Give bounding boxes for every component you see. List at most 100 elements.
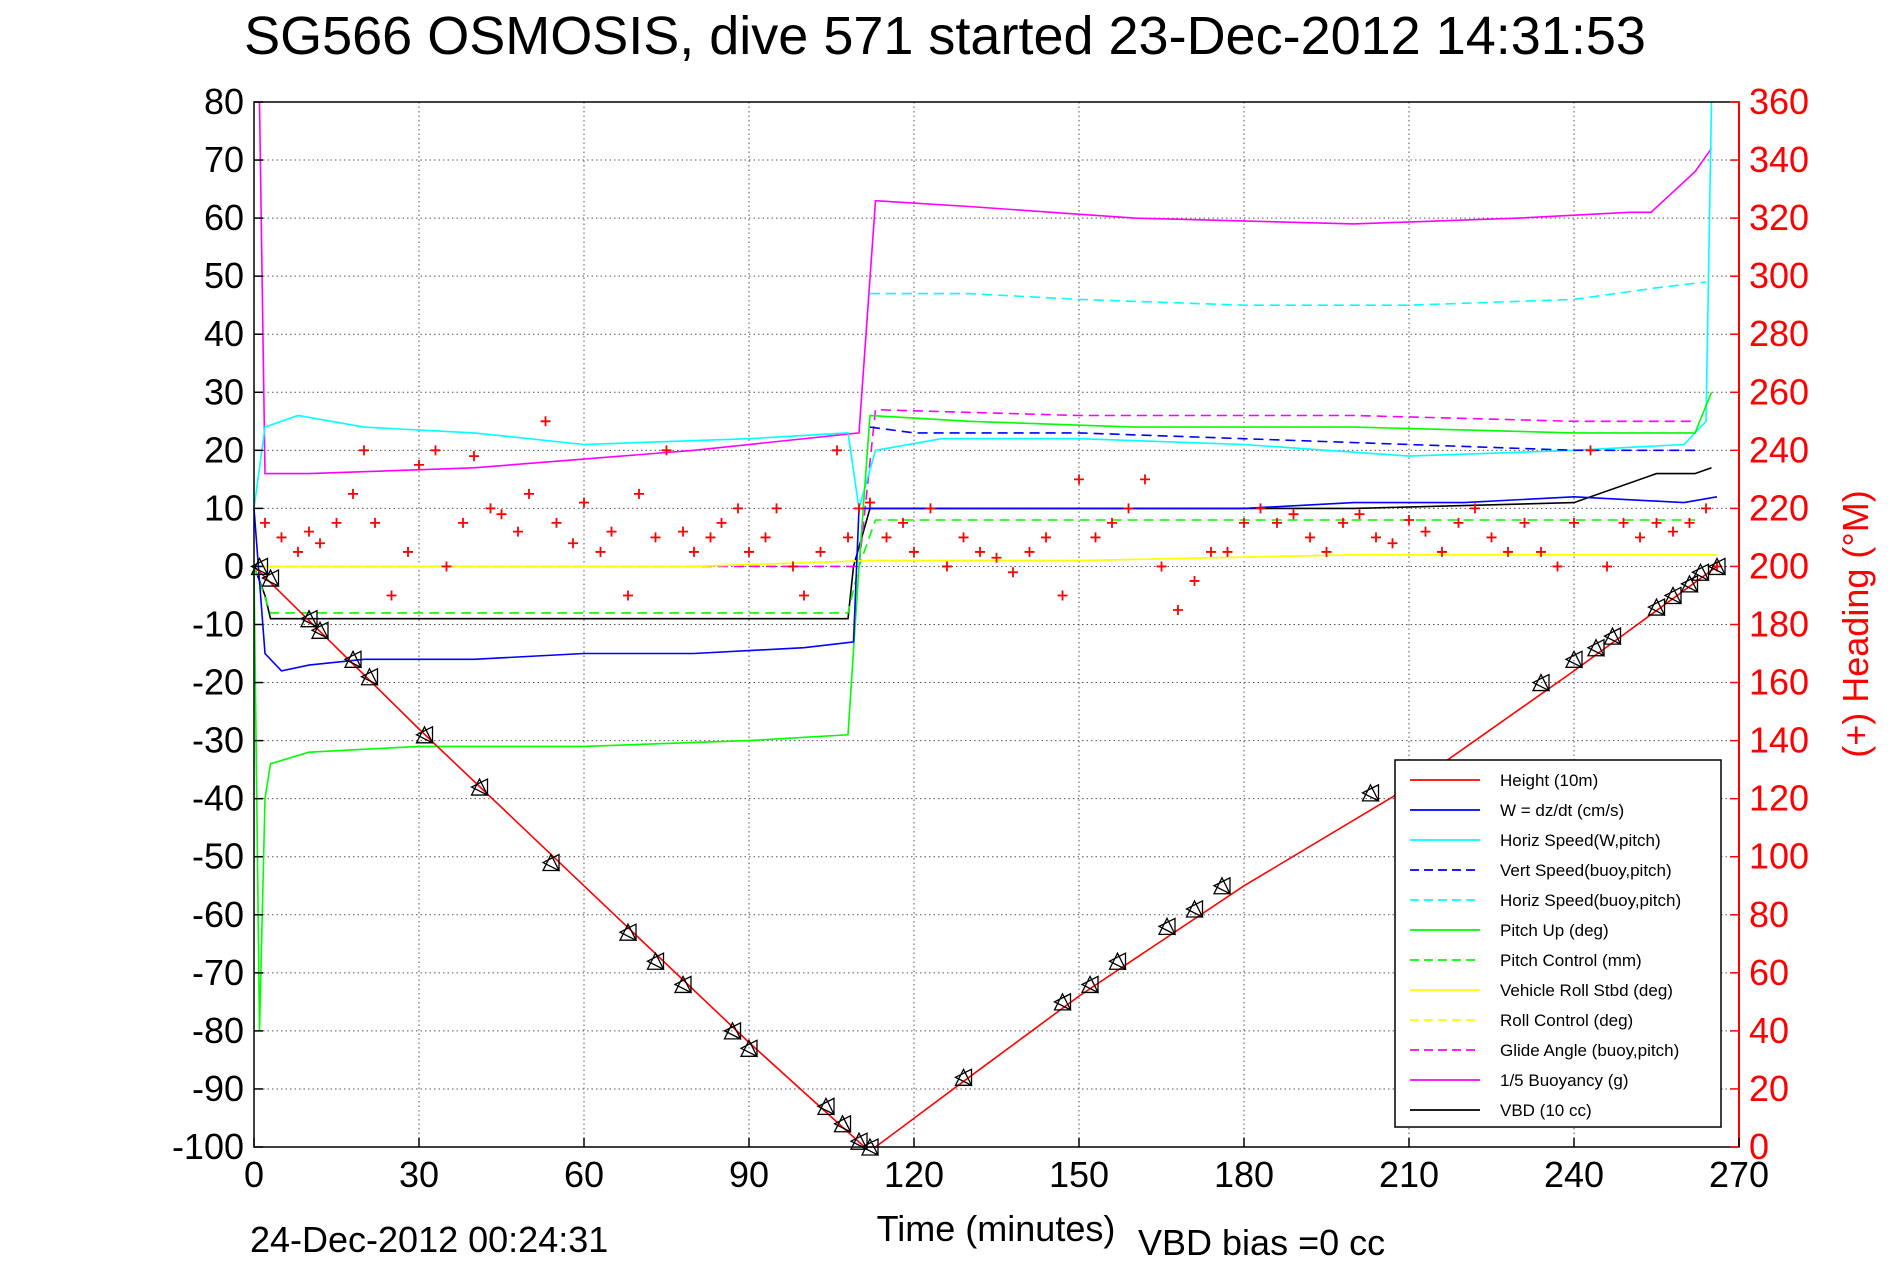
right-tick-label: 20 xyxy=(1749,1068,1789,1109)
heading-point xyxy=(661,445,672,456)
depth-marker xyxy=(1053,992,1072,1011)
heading-point xyxy=(1470,503,1480,514)
heading-point xyxy=(1074,474,1084,485)
heading-point xyxy=(1701,503,1711,514)
footer-vbd-bias: VBD bias =0 cc xyxy=(1138,1222,1385,1262)
heading-point xyxy=(1008,567,1018,578)
legend-label-3: Vert Speed(buoy,pitch) xyxy=(1500,861,1672,880)
heading-point xyxy=(1486,532,1497,543)
depth-marker xyxy=(1603,626,1622,646)
right-tick-label: 40 xyxy=(1749,1010,1789,1051)
depth-marker xyxy=(1663,586,1683,605)
legend-label-0: Height (10m) xyxy=(1500,771,1598,790)
legend-label-10: 1/5 Buoyancy (g) xyxy=(1500,1071,1629,1090)
right-y-ticks: 3603403203002802602402202001801601401201… xyxy=(1730,81,1809,1167)
heading-point xyxy=(1569,517,1579,528)
left-tick-label: -10 xyxy=(192,604,244,645)
heading-point xyxy=(1140,474,1150,485)
series-line-7 xyxy=(254,553,1717,568)
heading-point xyxy=(650,532,661,543)
heading-point xyxy=(881,532,892,543)
heading-point xyxy=(1519,517,1530,528)
heading-point xyxy=(843,532,853,543)
heading-point xyxy=(634,488,644,499)
legend-box xyxy=(1394,759,1722,1128)
heading-point xyxy=(1338,517,1348,528)
depth-marker-layer xyxy=(250,556,1727,1157)
heading-point xyxy=(1321,546,1332,557)
heading-point xyxy=(260,517,270,528)
heading-point xyxy=(991,552,1002,563)
heading-point xyxy=(1618,517,1629,528)
left-tick-label: 50 xyxy=(204,255,244,296)
left-tick-label: 80 xyxy=(204,81,244,122)
left-tick-label: 20 xyxy=(204,429,244,470)
heading-point xyxy=(942,561,952,572)
heading-point xyxy=(458,517,468,528)
depth-marker xyxy=(1157,916,1177,936)
right-tick-label: 260 xyxy=(1749,371,1809,412)
x-tick-label: 270 xyxy=(1709,1154,1769,1195)
heading-point xyxy=(1602,561,1612,572)
legend-label-5: Pitch Up (deg) xyxy=(1500,921,1609,940)
heading-point xyxy=(925,503,936,514)
series-line-1 xyxy=(253,495,1718,672)
series-line-10 xyxy=(258,101,1713,475)
right-tick-label: 120 xyxy=(1749,778,1809,819)
left-tick-label: -100 xyxy=(172,1126,244,1167)
heading-point xyxy=(540,416,551,427)
heading-layer xyxy=(260,416,1722,615)
heading-point xyxy=(1222,546,1233,557)
heading-point xyxy=(854,503,864,514)
x-axis-label: Time (minutes) xyxy=(877,1208,1116,1249)
heading-point xyxy=(595,546,606,557)
heading-point xyxy=(678,526,688,537)
left-tick-label: -30 xyxy=(192,720,244,761)
depth-marker xyxy=(646,951,665,971)
series-line-4 xyxy=(870,281,1707,307)
heading-point xyxy=(1684,517,1695,528)
depth-marker xyxy=(310,620,330,640)
heading-point xyxy=(1206,546,1216,557)
legend-label-4: Horiz Speed(buoy,pitch) xyxy=(1500,891,1681,910)
legend: Height (10m) W = dz/dt (cm/s) Horiz Speed(… xyxy=(1394,759,1722,1128)
depth-marker xyxy=(723,1021,742,1040)
depth-marker xyxy=(1185,899,1204,919)
heading-point xyxy=(1288,509,1299,520)
x-tick-label: 210 xyxy=(1379,1154,1439,1195)
right-tick-label: 340 xyxy=(1749,139,1809,180)
heading-point xyxy=(815,546,826,557)
heading-point xyxy=(865,497,875,508)
heading-point xyxy=(1387,538,1398,549)
x-tick-label: 90 xyxy=(729,1154,769,1195)
heading-point xyxy=(1536,546,1546,557)
heading-point xyxy=(1041,532,1051,543)
heading-point xyxy=(1420,526,1431,537)
right-tick-label: 140 xyxy=(1749,720,1809,761)
heading-point xyxy=(293,546,303,557)
heading-point xyxy=(1503,546,1513,557)
heading-point xyxy=(1404,515,1414,525)
heading-point xyxy=(276,532,287,543)
right-tick-label: 360 xyxy=(1749,81,1809,122)
heading-point xyxy=(1057,590,1068,601)
depth-marker xyxy=(1531,673,1551,692)
heading-point xyxy=(623,590,633,601)
depth-marker xyxy=(299,609,319,628)
depth-marker xyxy=(541,853,561,872)
depth-marker xyxy=(470,777,489,797)
heading-point xyxy=(958,532,969,543)
heading-point xyxy=(315,538,325,549)
heading-point xyxy=(799,590,809,601)
right-tick-label: 240 xyxy=(1749,429,1809,470)
left-tick-label: -20 xyxy=(192,662,244,703)
depth-marker xyxy=(1680,574,1699,593)
legend-label-6: Pitch Control (mm) xyxy=(1500,951,1642,970)
depth-marker xyxy=(816,1096,836,1116)
left-tick-label: -60 xyxy=(192,894,244,935)
heading-point xyxy=(524,488,534,499)
depth-marker xyxy=(739,1038,759,1058)
depth-marker xyxy=(1647,597,1666,617)
heading-point xyxy=(1437,546,1447,557)
